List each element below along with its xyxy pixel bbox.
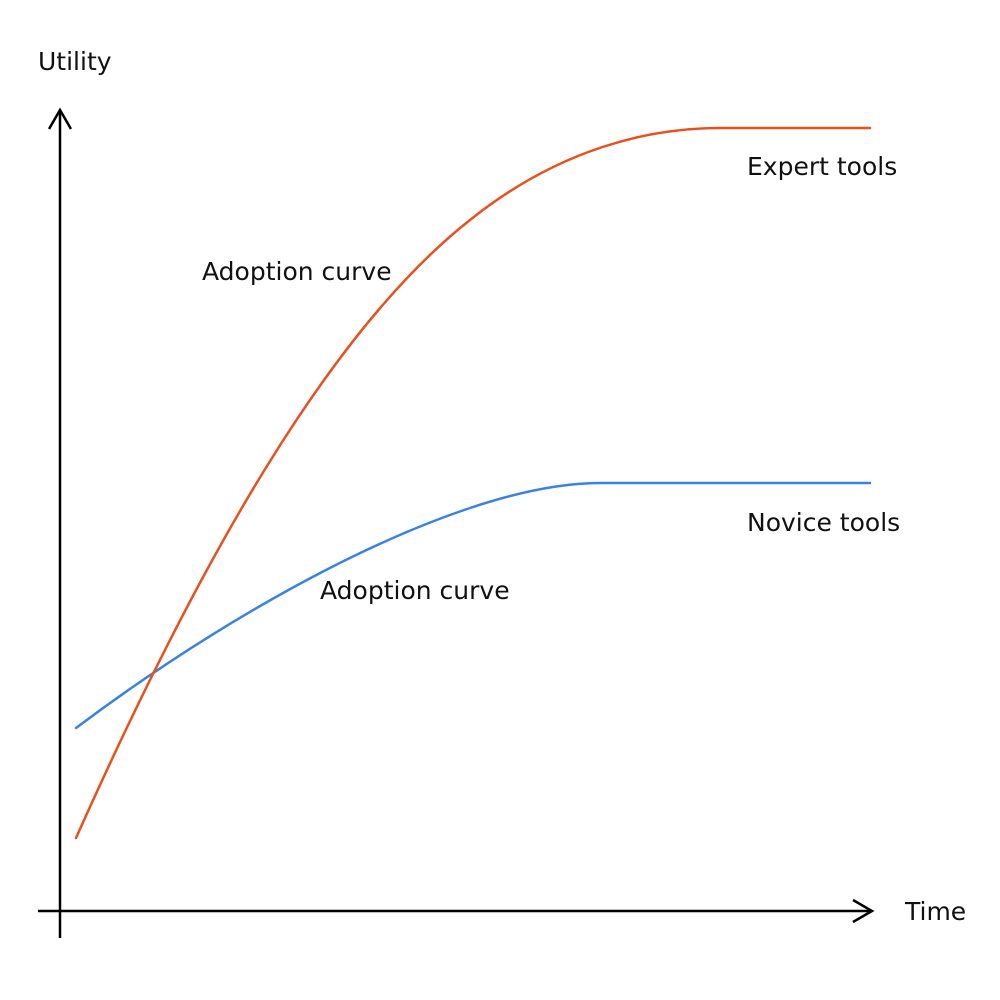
novice-tools-label: Novice tools [747, 508, 900, 537]
novice-adoption-curve-label: Adoption curve [320, 576, 510, 605]
expert-tools-curve [74, 126, 872, 840]
x-axis-label: Time [904, 897, 966, 926]
x-axis-arrowhead [852, 898, 875, 924]
y-axis-label: Utility [38, 47, 112, 76]
expert-tools-label: Expert tools [747, 152, 897, 181]
novice-tools-curve [74, 481, 872, 730]
expert-adoption-curve-label: Adoption curve [202, 257, 392, 286]
y-axis-arrowhead [47, 107, 73, 130]
